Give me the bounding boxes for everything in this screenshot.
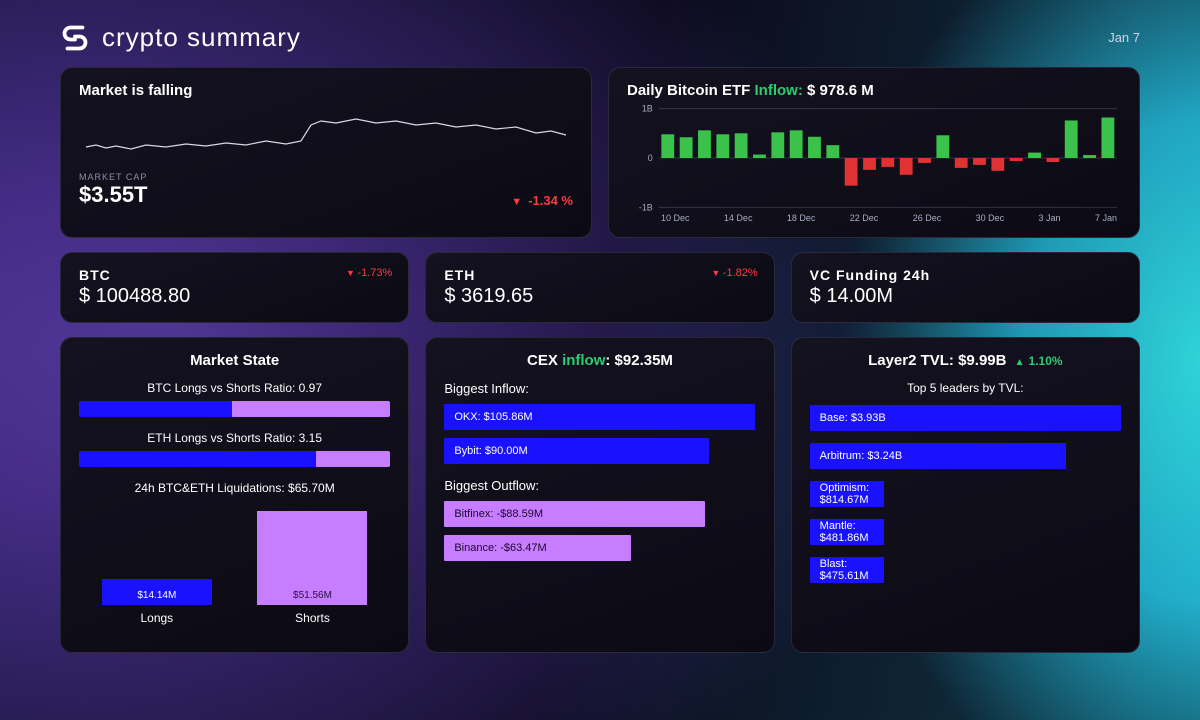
etf-x-tick: 10 Dec [661,213,690,223]
etf-x-tick: 7 Jan [1095,213,1117,223]
etf-x-tick: 26 Dec [913,213,942,223]
btc-value: $ 100488.80 [79,285,390,308]
etf-x-tick: 14 Dec [724,213,753,223]
marketcap-change: -1.34 % [511,193,573,208]
etf-title-inflow: Inflow: [755,82,803,99]
layer2-list: Base: $3.93B Arbitrum: $3.24B Optimism: $8… [810,405,1121,583]
marketcap-label: MARKET CAP [79,172,148,182]
cex-card: CEX inflow: $92.35M Biggest Inflow: OKX:… [425,337,774,653]
header-date: Jan 7 [1108,30,1140,45]
layer2-bar: Blast: $475.61M [810,557,885,583]
cex-inflows-list: OKX: $105.86M Bybit: $90.00M [444,404,755,464]
etf-x-axis: 10 Dec 14 Dec 18 Dec 22 Dec 26 Dec 30 Dec 3 Ja… [627,213,1121,223]
cex-title: CEX inflow: $92.35M [444,352,755,369]
layer2-bar: Base: $3.93B [810,405,1121,431]
cex-outflows-list: Bitfinex: -$88.59M Binance: -$63.47M [444,501,755,561]
liq-label: 24h BTC&ETH Liquidations: $65.70M [79,481,390,495]
logo-icon [60,23,90,53]
vc-stat-card: VC Funding 24h $ 14.00M [791,252,1140,323]
brand: crypto summary [60,22,301,53]
market-state-title: Market State [79,352,390,369]
cex-title-value: : $92.35M [605,352,673,369]
market-state-card: Market State BTC Longs vs Shorts Ratio: … [60,337,409,653]
liq-col: $51.56M Shorts [247,511,377,625]
header: crypto summary Jan 7 [60,22,1140,53]
svg-text:0: 0 [648,153,653,163]
liquidations-chart: $14.14M Longs $51.56M Shorts [79,505,390,625]
btc-ratio-label: BTC Longs vs Shorts Ratio: 0.97 [79,381,390,395]
hbar-item: OKX: $105.86M [444,404,755,430]
liq-bar: $14.14M [102,579,212,605]
btc-ratio-bar [79,401,390,417]
hbar-item: Bybit: $90.00M [444,438,708,464]
eth-ratio-bar [79,451,390,467]
layer2-bar: Arbitrum: $3.24B [810,443,1067,469]
etf-bar-chart: 1B 0 -1B [627,103,1121,213]
etf-x-tick: 3 Jan [1039,213,1061,223]
liq-col: $14.14M Longs [92,579,222,625]
cex-outflow-label: Biggest Outflow: [444,478,755,493]
market-falling-card: Market is falling MARKET CAP $3.55T -1.3… [60,67,592,238]
btc-symbol: BTC [79,267,390,283]
cex-inflow-label: Biggest Inflow: [444,381,755,396]
eth-value: $ 3619.65 [444,285,755,308]
layer2-bar: Optimism: $814.67M [810,481,885,507]
vc-value: $ 14.00M [810,285,1121,308]
liq-bar-label: Shorts [295,611,330,625]
btc-change: -1.73% [346,267,392,279]
etf-title: Daily Bitcoin ETF Inflow: $ 978.6 M [627,82,1121,99]
svg-text:1B: 1B [642,104,653,114]
layer2-title: Layer2 TVL: $9.99B 1.10% [810,352,1121,369]
layer2-subtitle: Top 5 leaders by TVL: [810,381,1121,395]
layer2-title-prefix: Layer2 TVL: [868,352,958,369]
etf-x-tick: 30 Dec [976,213,1005,223]
brand-text: crypto summary [102,22,301,53]
eth-symbol: ETH [444,267,755,283]
layer2-bar: Mantle: $481.86M [810,519,885,545]
layer2-title-value: $9.99B [958,352,1006,369]
etf-x-tick: 18 Dec [787,213,816,223]
eth-stat-card: ETH $ 3619.65 -1.82% [425,252,774,323]
vc-symbol: VC Funding 24h [810,267,1121,283]
svg-text:-1B: -1B [639,202,653,212]
etf-title-value: $ 978.6 M [803,82,874,99]
liq-bar: $51.56M [257,511,367,605]
etf-card: Daily Bitcoin ETF Inflow: $ 978.6 M 1B 0 -… [608,67,1140,238]
hbar-item: Binance: -$63.47M [444,535,630,561]
marketcap-value: $3.55T [79,182,148,208]
hbar-item: Bitfinex: -$88.59M [444,501,704,527]
etf-x-tick: 22 Dec [850,213,879,223]
market-falling-title: Market is falling [79,82,573,99]
liq-bar-label: Longs [140,611,173,625]
cex-title-inflow: inflow [562,352,605,369]
cex-title-prefix: CEX [527,352,562,369]
marketcap-sparkline [79,105,573,165]
layer2-card: Layer2 TVL: $9.99B 1.10% Top 5 leaders b… [791,337,1140,653]
eth-ratio-label: ETH Longs vs Shorts Ratio: 3.15 [79,431,390,445]
etf-title-prefix: Daily Bitcoin ETF [627,82,755,99]
layer2-change: 1.10% [1015,354,1063,368]
btc-stat-card: BTC $ 100488.80 -1.73% [60,252,409,323]
eth-change: -1.82% [711,267,757,279]
